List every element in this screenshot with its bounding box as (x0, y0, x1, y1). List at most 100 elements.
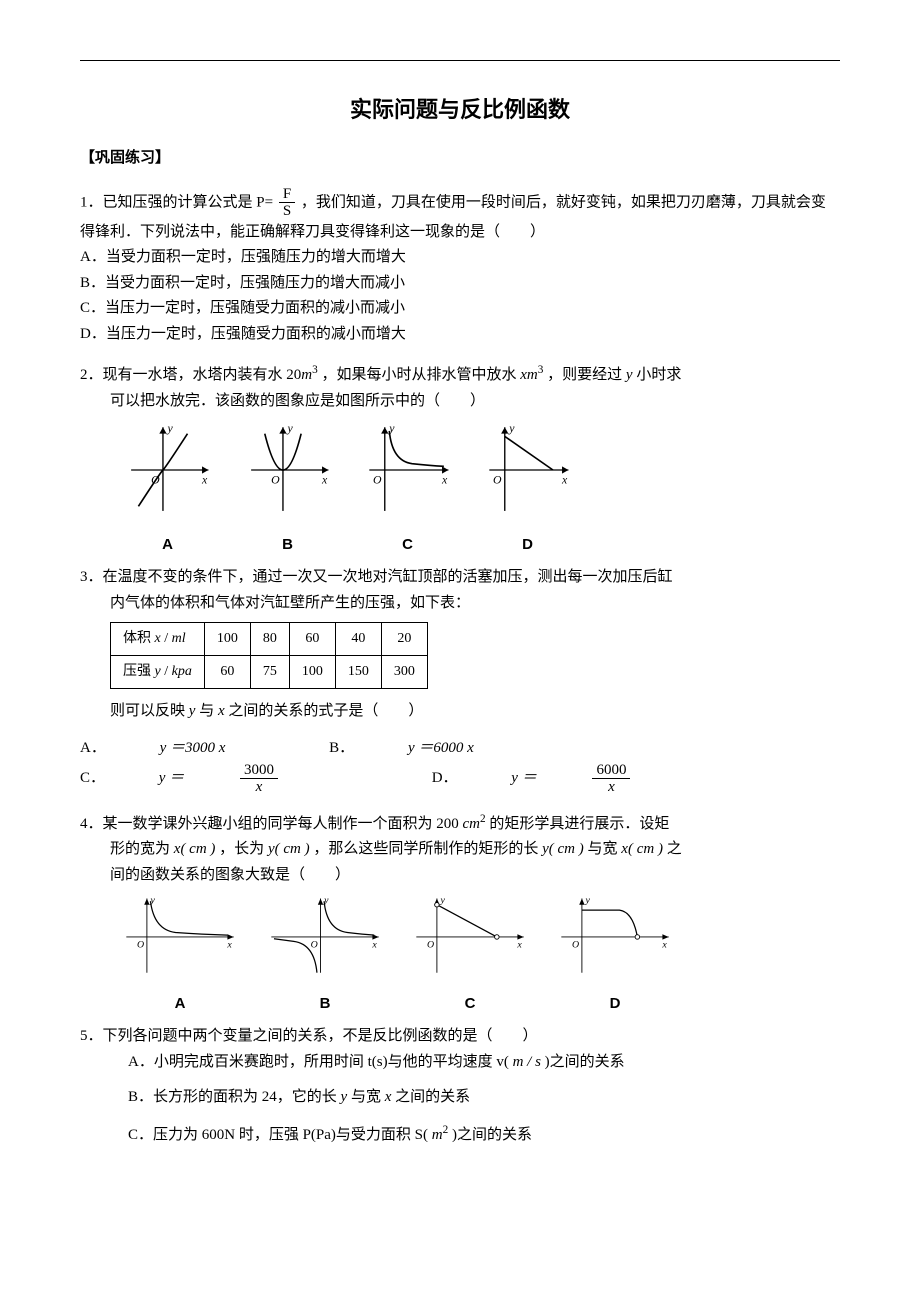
q4-cm3: ( cm ) (549, 841, 584, 857)
svg-text:x: x (661, 940, 667, 951)
q3-optD: D． y ＝ 6000 x (432, 762, 731, 796)
q4-gb: y x O (265, 894, 385, 979)
q3-row-pressure: 压强 y / kpa 60 75 100 150 300 (111, 656, 428, 689)
q1-option-c: C．当压力一定时，压强随受力面积的减小而减小 (80, 296, 840, 322)
q5-optB-b: 与宽 (351, 1089, 385, 1105)
q3-r2h-b: / (161, 664, 172, 679)
q5-optC-a: C．压力为 600N 时，压强 P(Pa)与受力面积 S( (128, 1127, 432, 1143)
svg-text:y: y (167, 421, 174, 435)
q3-r1h-a: 体积 (123, 631, 155, 646)
q3-r1h-b: / (161, 631, 172, 646)
q2-graph-d-svg: y x O (480, 420, 575, 520)
q4-la: A (120, 991, 240, 1017)
svg-text:y: y (149, 895, 155, 906)
q3-r2h-kpa: kpa (172, 664, 192, 679)
svg-text:x: x (201, 473, 208, 487)
q5-optB-c: 之间的关系 (395, 1089, 470, 1105)
q3-stem1: 3．在温度不变的条件下，通过一次又一次地对汽缸顶部的活塞加压，测出每一次加压后缸 (80, 565, 840, 591)
q2-graph-c-svg: y x O (360, 420, 455, 520)
q3-optC-den: x (240, 779, 278, 796)
q3-prompt-a: 则可以反映 (110, 703, 189, 719)
q3-optB-eq: y ＝6000 x (408, 736, 474, 762)
q3-c3: 40 (335, 623, 381, 656)
svg-text:y: y (388, 421, 395, 435)
q3-optC-frac: 3000 x (240, 762, 328, 796)
q4-lb: B (265, 991, 385, 1017)
q4-l2b: ，长为 (219, 841, 268, 857)
q4-l2e: 之 (667, 841, 682, 857)
svg-text:y: y (323, 895, 329, 906)
q3-optB: B． y ＝6000 x (329, 736, 524, 762)
q3-optD-num: 6000 (592, 762, 630, 780)
q3-r1h-ml: ml (172, 631, 186, 646)
q5-optC-b: )之间的关系 (452, 1127, 532, 1143)
q3-optC-num: 3000 (240, 762, 278, 780)
question-1: 1．已知压强的计算公式是 P= F S ，我们知道，刀具在使用一段时间后，就好变… (80, 186, 840, 348)
q5-optB-x: x (385, 1089, 392, 1105)
q4-cm1: ( cm ) (180, 841, 215, 857)
svg-text:O: O (373, 473, 382, 487)
q2-graph-a-svg: y x O (120, 420, 215, 520)
q4-line3: 间的函数关系的图象大致是（ ） (110, 863, 840, 889)
section-label: 【巩固练习】 (80, 146, 840, 172)
q3-row1-hdr: 体积 x / ml (111, 623, 205, 656)
top-rule (80, 60, 840, 61)
q1-option-a: A．当受力面积一定时，压强随压力的增大而增大 (80, 245, 840, 271)
question-2: 2．现有一水塔，水塔内装有水 20m3 ，如果每小时从排水管中放水 xm3 ，则… (80, 361, 840, 557)
svg-text:y: y (584, 895, 590, 906)
q3-optD-pre: D． (432, 766, 458, 792)
q3-prompt: 则可以反映 y 与 x 之间的关系的式子是（ ） (110, 699, 840, 725)
q4-ga: y x O (120, 894, 240, 979)
q5-optB-a: B．长方形的面积为 24，它的长 (128, 1089, 341, 1105)
q2-graph-a: y x O A (120, 420, 215, 557)
q4-y1: y (268, 841, 275, 857)
q3-r2h-a: 压强 (123, 664, 155, 679)
q3-v1: 75 (250, 656, 289, 689)
svg-text:O: O (271, 473, 280, 487)
q5-stem: 5．下列各问题中两个变量之间的关系，不是反比例函数的是（ ） (80, 1024, 840, 1050)
q4-line1: 4．某一数学课外兴趣小组的同学每人制作一个面积为 200 cm2 的矩形学具进行… (80, 810, 840, 838)
q5-optA-ms: m / s (513, 1054, 541, 1070)
q3-prompt-c: 之间的关系的式子是（ ） (225, 703, 424, 719)
q2-d: 小时求 (636, 367, 681, 383)
q3-c2: 60 (289, 623, 335, 656)
q2-graph-b-svg: y x O (240, 420, 335, 520)
q3-row2-hdr: 压强 y / kpa (111, 656, 205, 689)
svg-text:x: x (371, 940, 377, 951)
svg-text:x: x (441, 473, 448, 487)
svg-text:O: O (427, 940, 434, 951)
q4-cm: cm (463, 816, 481, 832)
q4-graphs: y x O A y x O B (120, 894, 840, 1016)
q3-optC-lhs: y ＝ (159, 766, 184, 792)
question-3: 3．在温度不变的条件下，通过一次又一次地对汽缸顶部的活塞加压，测出每一次加压后缸… (80, 565, 840, 796)
q2-stem: 2．现有一水塔，水塔内装有水 20m3 ，如果每小时从排水管中放水 xm3 ，则… (80, 361, 840, 389)
q2-graph-d: y x O D (480, 420, 575, 557)
q3-optC: C． y ＝ 3000 x (80, 762, 378, 796)
q3-optD-den: x (592, 779, 630, 796)
q1-option-d: D．当压力一定时，压强随受力面积的减小而增大 (80, 322, 840, 348)
q4-sup2: 2 (480, 813, 486, 825)
q3-table: 体积 x / ml 100 80 60 40 20 压强 y / kpa 60 … (110, 622, 428, 689)
q4-cm4: ( cm ) (628, 841, 663, 857)
svg-text:O: O (311, 940, 318, 951)
q2-c: ，则要经过 (547, 367, 626, 383)
q4-graph-d: y x O D (555, 894, 675, 1016)
q4-graph-b: y x O B (265, 894, 385, 1016)
q4-l2a: 形的宽为 (110, 841, 174, 857)
q1-frac-num: F (279, 186, 295, 204)
q2-b: ，如果每小时从排水管中放水 (321, 367, 520, 383)
q2-label-c: C (360, 532, 455, 558)
q3-v4: 300 (381, 656, 427, 689)
q4-gc: y x O (410, 894, 530, 979)
q5-optA: A．小明完成百米赛跑时，所用时间 t(s)与他的平均速度 v( m / s )之… (128, 1050, 840, 1076)
q1-stem: 1．已知压强的计算公式是 P= F S ，我们知道，刀具在使用一段时间后，就好变… (80, 186, 840, 246)
q2-line2: 可以把水放完．该函数的图象应是如图所示中的（ ） (110, 389, 840, 415)
q5-optC: C．压力为 600N 时，压强 P(Pa)与受力面积 S( m2 )之间的关系 (128, 1121, 840, 1149)
question-4: 4．某一数学课外兴趣小组的同学每人制作一个面积为 200 cm2 的矩形学具进行… (80, 810, 840, 1017)
q3-optA-pre: A． (80, 736, 106, 762)
q4-graph-c: y x O C (410, 894, 530, 1016)
page-title: 实际问题与反比例函数 (80, 91, 840, 128)
svg-text:y: y (287, 421, 294, 435)
q4-y2: y (542, 841, 549, 857)
svg-text:O: O (572, 940, 579, 951)
